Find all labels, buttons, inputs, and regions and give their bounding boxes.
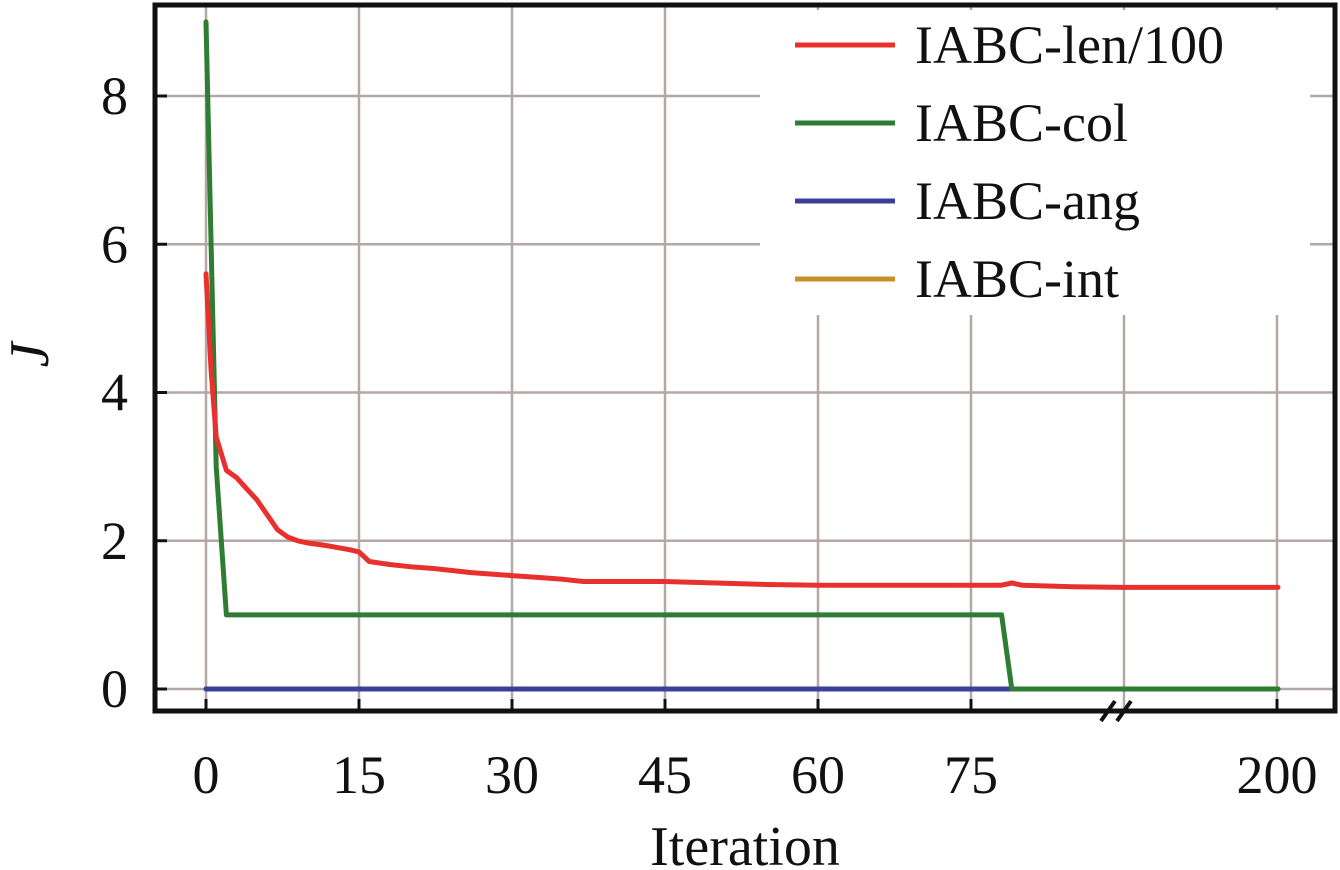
legend-label: IABC-col [915, 93, 1128, 153]
y-tick-label: 8 [101, 66, 128, 126]
axis-ticks: 0 15 30 45 60 75 200 0 2 4 6 8 [101, 66, 1318, 805]
y-tick-label: 4 [101, 363, 128, 423]
y-tick-label: 6 [101, 214, 128, 274]
x-tick-label: 15 [332, 745, 386, 805]
plot-frame [152, 2, 1338, 714]
series-line-iabc-len-100 [203, 271, 1281, 590]
legend-label: IABC-ang [915, 171, 1140, 231]
x-tick-label: 45 [638, 745, 692, 805]
series-lines [203, 19, 1281, 692]
x-tick-label: 30 [485, 745, 539, 805]
series-line-iabc-col [203, 19, 1281, 692]
axis-break-mark [1099, 699, 1133, 723]
x-axis-label: Iteration [650, 816, 840, 870]
legend-box [760, 10, 1310, 315]
x-tick-label: 75 [944, 745, 998, 805]
x-tick-label: 60 [791, 745, 845, 805]
legend: IABC-len/100 IABC-col IABC-ang IABC-int [760, 10, 1310, 315]
x-tick-label: 0 [193, 745, 220, 805]
x-tick-label: 200 [1237, 745, 1318, 805]
y-tick-label: 2 [101, 511, 128, 571]
y-axis-label: J [0, 339, 61, 367]
legend-label: IABC-int [915, 249, 1119, 309]
legend-label: IABC-len/100 [915, 15, 1224, 75]
y-tick-label: 0 [101, 659, 128, 719]
